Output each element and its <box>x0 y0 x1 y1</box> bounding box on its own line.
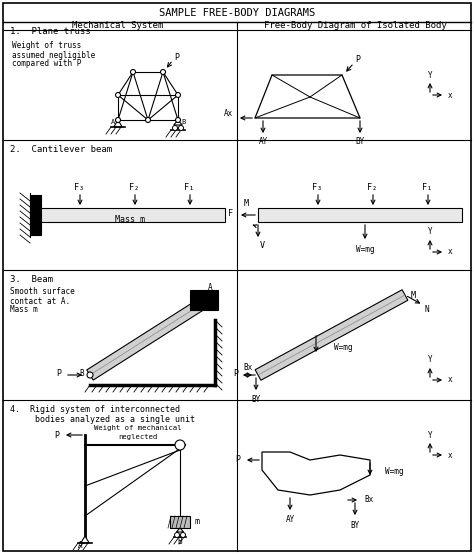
Circle shape <box>175 117 181 122</box>
Polygon shape <box>87 295 211 380</box>
Circle shape <box>116 93 120 98</box>
Text: P: P <box>356 55 361 64</box>
Text: 3.  Beam: 3. Beam <box>10 275 53 285</box>
Text: x: x <box>447 450 452 459</box>
Text: A: A <box>208 283 212 291</box>
Text: AY: AY <box>285 516 295 525</box>
Circle shape <box>181 532 185 537</box>
Text: P: P <box>54 430 59 439</box>
Text: Mechanical System: Mechanical System <box>73 22 164 30</box>
Polygon shape <box>255 290 408 380</box>
Polygon shape <box>190 290 218 310</box>
Text: F₁: F₁ <box>184 183 194 192</box>
Text: Mass m: Mass m <box>10 305 38 315</box>
Text: F: F <box>228 209 233 218</box>
Circle shape <box>179 126 183 131</box>
Polygon shape <box>174 120 182 125</box>
Polygon shape <box>176 528 183 532</box>
Text: Y: Y <box>428 228 432 237</box>
Text: V: V <box>259 242 264 250</box>
Bar <box>30 195 41 235</box>
Text: N: N <box>425 305 429 314</box>
Circle shape <box>161 69 165 74</box>
Text: Ax: Ax <box>224 109 233 117</box>
Text: P: P <box>174 53 180 61</box>
Text: neglected: neglected <box>118 434 158 440</box>
Text: Y: Y <box>428 430 432 439</box>
Text: A: A <box>34 228 38 237</box>
Text: Smooth surface: Smooth surface <box>10 288 75 296</box>
Text: m: m <box>195 517 200 526</box>
Text: F₃: F₃ <box>74 183 84 192</box>
Text: BY: BY <box>350 521 360 530</box>
Text: Mass m: Mass m <box>115 216 145 224</box>
Text: Free-Body Diagram of Isolated Body: Free-Body Diagram of Isolated Body <box>264 22 447 30</box>
Text: F₃: F₃ <box>312 183 322 192</box>
Circle shape <box>175 93 181 98</box>
Circle shape <box>175 440 185 450</box>
Text: x: x <box>447 376 452 384</box>
Text: M: M <box>213 294 219 302</box>
Text: B: B <box>181 119 185 125</box>
Bar <box>170 516 190 528</box>
Text: AY: AY <box>258 137 268 146</box>
Text: compared with P: compared with P <box>12 59 82 69</box>
Circle shape <box>173 126 177 131</box>
Text: F₁: F₁ <box>422 183 432 192</box>
Text: W=mg: W=mg <box>385 468 403 476</box>
Text: B: B <box>80 368 84 377</box>
Text: Weight of truss: Weight of truss <box>12 42 82 50</box>
Circle shape <box>130 69 136 74</box>
Polygon shape <box>262 452 370 495</box>
Polygon shape <box>114 120 122 127</box>
Text: W=mg: W=mg <box>356 244 374 254</box>
Text: F₂: F₂ <box>129 183 139 192</box>
Text: x: x <box>447 90 452 100</box>
Bar <box>258 208 462 222</box>
Text: Y: Y <box>428 356 432 365</box>
Text: P: P <box>56 370 61 378</box>
Polygon shape <box>255 75 360 118</box>
Text: A: A <box>111 119 115 125</box>
Text: Bx: Bx <box>364 495 373 504</box>
Text: P: P <box>235 454 240 464</box>
Polygon shape <box>81 536 89 543</box>
Circle shape <box>146 117 151 122</box>
Text: Weight of mechanical: Weight of mechanical <box>94 425 182 431</box>
Text: M: M <box>244 198 248 208</box>
Text: F₂: F₂ <box>367 183 377 192</box>
Text: A: A <box>77 541 82 551</box>
Text: x: x <box>447 248 452 257</box>
Text: SAMPLE FREE-BODY DIAGRAMS: SAMPLE FREE-BODY DIAGRAMS <box>159 8 315 18</box>
Text: bodies analyzed as a single unit: bodies analyzed as a single unit <box>10 414 195 423</box>
Text: M: M <box>410 290 416 300</box>
Text: B: B <box>178 536 182 546</box>
Text: Y: Y <box>428 70 432 80</box>
Text: 4.  Rigid system of interconnected: 4. Rigid system of interconnected <box>10 406 180 414</box>
Text: W=mg: W=mg <box>334 342 353 351</box>
Text: BY: BY <box>251 396 261 404</box>
Bar <box>41 208 225 222</box>
Text: assumed negligible: assumed negligible <box>12 50 95 59</box>
Circle shape <box>116 117 120 122</box>
Text: Bx: Bx <box>243 362 253 372</box>
Text: 2.  Cantilever beam: 2. Cantilever beam <box>10 146 112 155</box>
Text: contact at A.: contact at A. <box>10 296 70 305</box>
Text: P: P <box>233 370 238 378</box>
Circle shape <box>174 532 180 537</box>
Text: 1.  Plane truss: 1. Plane truss <box>10 28 91 37</box>
Text: BY: BY <box>356 137 365 146</box>
Circle shape <box>87 372 93 378</box>
